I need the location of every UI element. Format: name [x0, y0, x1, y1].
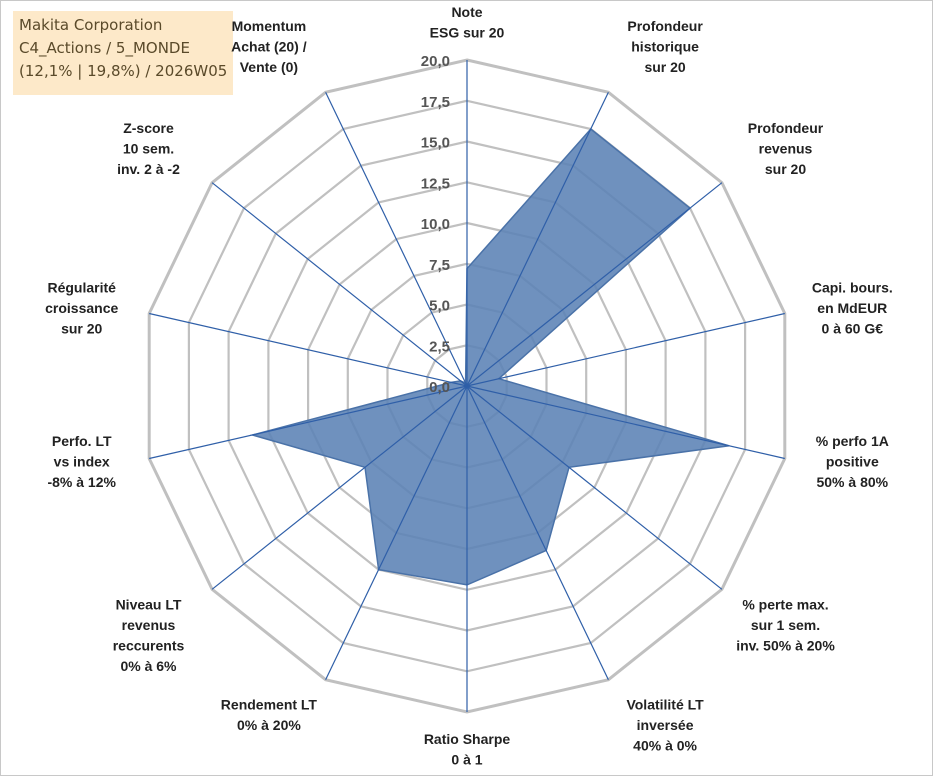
radar-spoke	[466, 182, 723, 387]
tick-label: 0,0	[429, 379, 450, 396]
axis-label: Volatilité LT inversée 40% à 0%	[626, 697, 704, 754]
radar-axis-labels: Note ESG sur 20 Profondeur historique sur 20…	[45, 4, 893, 768]
axis-label: Perfo. LT vs index -8% à 12%	[47, 433, 116, 490]
radar-spoke	[466, 312, 785, 387]
radar-spoke	[466, 385, 609, 680]
radar-spoke	[325, 92, 468, 387]
radar-spoke	[466, 92, 609, 387]
info-company: Makita Corporation	[19, 16, 163, 34]
tick-label: 10,0	[421, 216, 450, 233]
tick-label: 2,5	[429, 338, 450, 355]
tick-label: 15,0	[421, 135, 450, 152]
tick-label: 17,5	[421, 94, 450, 111]
tick-label: 12,5	[421, 175, 450, 192]
axis-label: Rendement LT 0% à 20%	[221, 697, 318, 734]
radar-spokes	[149, 60, 785, 712]
tick-label: 5,0	[429, 298, 450, 315]
radar-spoke	[149, 312, 468, 387]
info-portfolio: C4_Actions / 5_MONDE	[19, 39, 190, 57]
axis-label: % perte max. sur 1 sem. inv. 50% à 20%	[736, 597, 835, 654]
axis-label: Capi. bours. en MdEUR 0 à 60 G€	[812, 279, 893, 336]
tick-label: 20,0	[421, 53, 450, 70]
radar-spoke	[149, 385, 468, 460]
axis-label: Z-score 10 sem. inv. 2 à -2	[117, 120, 180, 177]
axis-label: Profondeur historique sur 20	[627, 18, 703, 75]
axis-label: Régularité croissance sur 20	[45, 279, 118, 336]
info-stats: (12,1% | 19,8%) / 2026W05	[19, 62, 228, 80]
info-box: Makita Corporation C4_Actions / 5_MONDE …	[13, 11, 233, 95]
axis-label: Niveau LT revenus reccurents 0% à 6%	[113, 597, 185, 675]
axis-label: Profondeur revenus sur 20	[748, 120, 824, 177]
radar-spoke	[325, 385, 468, 680]
radar-spoke	[466, 385, 723, 590]
radar-tick-labels: 0,0 2,5 5,0 7,5 10,0 12,5 15,0 17,5 20,0	[421, 53, 450, 396]
tick-label: 7,5	[429, 257, 450, 274]
radar-spoke	[211, 182, 468, 387]
series-area	[249, 127, 730, 586]
axis-label: Ratio Sharpe 0 à 1	[424, 731, 511, 768]
axis-label: % perfo 1A positive 50% à 80%	[816, 433, 889, 490]
axis-label: Momentum Achat (20) / Vente (0)	[231, 18, 307, 75]
radar-spoke	[211, 385, 468, 590]
radar-series	[249, 127, 730, 586]
axis-label: Note ESG sur 20	[430, 4, 505, 41]
radar-spoke	[466, 385, 785, 460]
